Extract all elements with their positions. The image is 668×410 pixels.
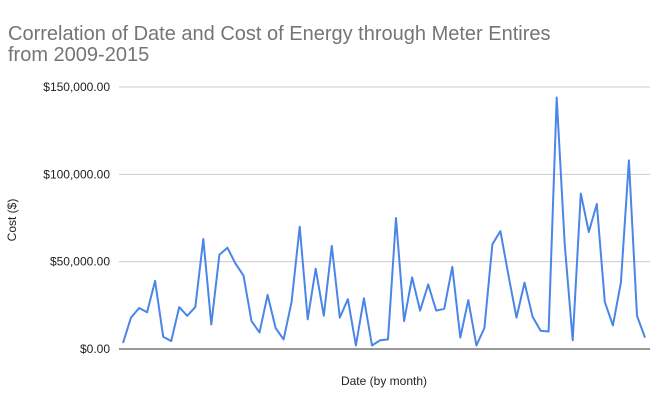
data-point <box>257 329 263 335</box>
y-axis-ticks: $0.00 $50,000.00 $100,000.00 $150,000.00 <box>43 80 110 356</box>
data-point <box>313 266 319 272</box>
data-point <box>602 299 608 305</box>
data-point <box>562 241 568 247</box>
data-point <box>578 191 584 197</box>
chart-title-line-1: Correlation of Date and Cost of Energy t… <box>8 23 551 45</box>
data-point <box>570 337 576 343</box>
data-point <box>176 304 182 310</box>
data-point <box>449 264 455 270</box>
x-axis-label: Date (by month) <box>341 374 427 388</box>
chart-title-line-2: from 2009-2015 <box>8 44 149 66</box>
data-point <box>273 325 279 331</box>
data-point <box>465 297 471 303</box>
data-point <box>618 280 624 286</box>
data-point <box>546 329 552 335</box>
data-point <box>305 316 311 322</box>
data-point <box>489 241 495 247</box>
data-point <box>192 304 198 310</box>
data-point <box>538 328 544 334</box>
data-point <box>554 94 560 100</box>
data-point <box>144 309 150 315</box>
y-tick-label: $0.00 <box>80 342 110 356</box>
data-point <box>265 292 271 298</box>
data-point <box>441 306 447 312</box>
data-point <box>361 295 367 301</box>
data-point <box>200 236 206 242</box>
data-point <box>586 229 592 235</box>
y-tick-label: $100,000.00 <box>43 167 110 181</box>
data-point <box>168 338 174 344</box>
data-point <box>353 343 359 349</box>
data-point <box>642 335 648 341</box>
data-point <box>248 318 254 324</box>
data-point <box>160 334 166 340</box>
data-point <box>136 305 142 311</box>
data-point <box>409 274 415 280</box>
gridlines <box>119 86 650 263</box>
y-axis-label: Cost ($) <box>5 199 19 242</box>
data-point <box>345 296 351 302</box>
data-point <box>401 318 407 324</box>
data-point <box>393 215 399 221</box>
data-point <box>457 335 463 341</box>
data-point <box>289 299 295 305</box>
data-point <box>594 201 600 207</box>
data-point <box>425 281 431 287</box>
data-point <box>337 315 343 321</box>
data-point <box>152 278 158 284</box>
data-point <box>208 322 214 328</box>
series-layer <box>120 94 648 349</box>
data-point <box>505 273 511 279</box>
data-point <box>417 308 423 314</box>
y-tick-label: $150,000.00 <box>43 80 110 94</box>
data-point <box>473 343 479 349</box>
data-point <box>626 157 632 163</box>
data-point <box>281 336 287 342</box>
data-point <box>128 315 134 321</box>
data-point <box>481 325 487 331</box>
data-point <box>385 336 391 342</box>
data-point <box>433 308 439 314</box>
data-point <box>369 343 375 349</box>
data-point <box>240 273 246 279</box>
data-point <box>184 313 190 319</box>
data-point <box>610 322 616 328</box>
y-tick-label: $50,000.00 <box>50 255 110 269</box>
data-point <box>297 224 303 230</box>
data-point <box>530 314 536 320</box>
series-line <box>122 96 646 347</box>
data-point <box>329 243 335 249</box>
data-point <box>321 313 327 319</box>
data-point <box>224 245 230 251</box>
data-point <box>522 280 528 286</box>
data-point <box>497 228 503 234</box>
data-point <box>514 315 520 321</box>
data-point <box>120 340 126 346</box>
data-point <box>377 337 383 343</box>
data-point <box>634 313 640 319</box>
data-point <box>216 252 222 258</box>
data-point <box>232 260 238 266</box>
